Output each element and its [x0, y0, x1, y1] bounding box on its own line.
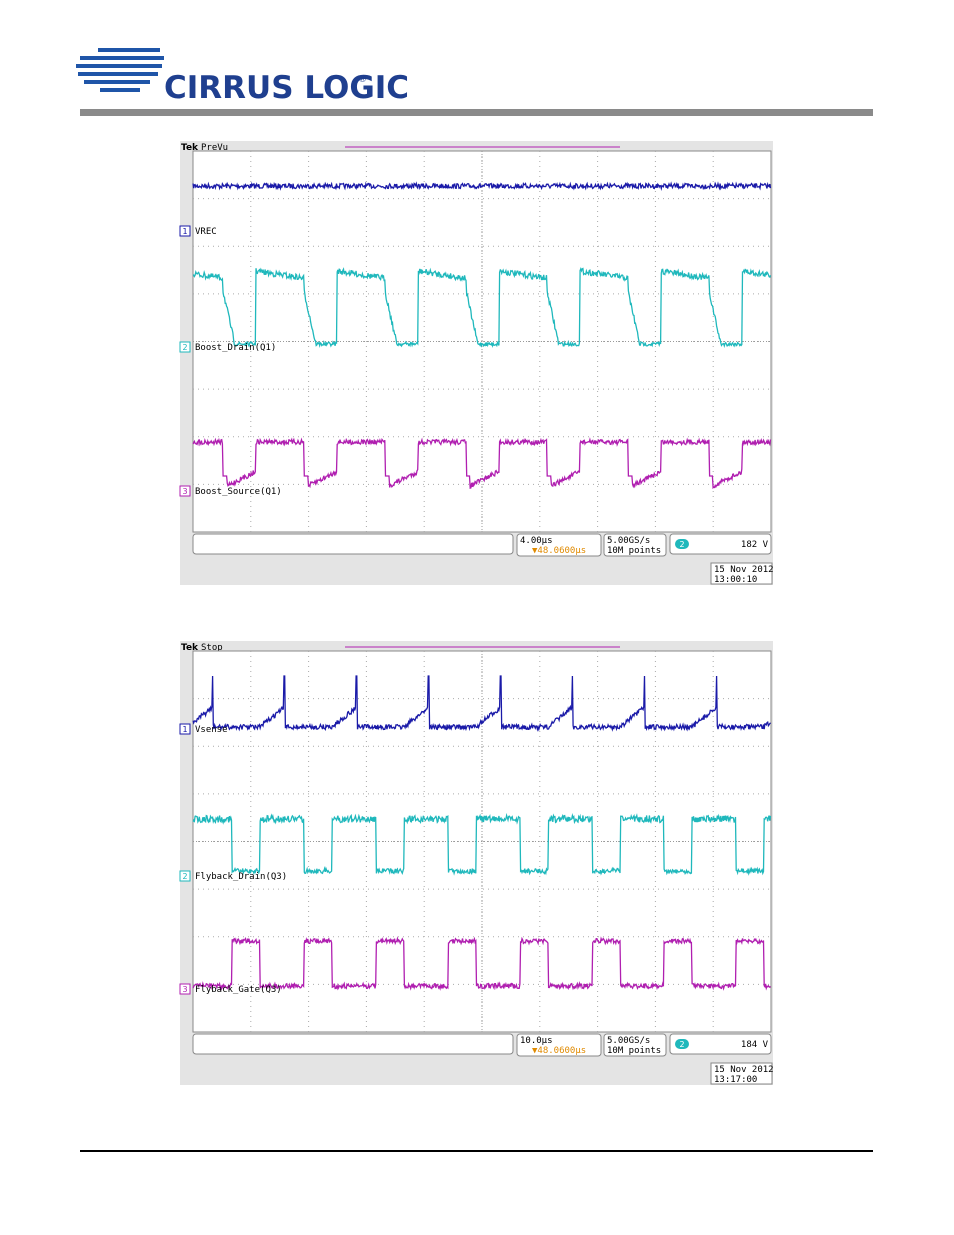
- waveform: [192, 437, 772, 490]
- logo-text: CIRRUS LOGIC: [164, 70, 409, 106]
- channel-label: Flyback_Drain(Q3): [195, 872, 287, 882]
- date: 15 Nov 2012: [714, 565, 774, 575]
- timebase: 4.00µs: [520, 536, 553, 546]
- waveform: [192, 266, 772, 348]
- channel-number: 2: [182, 343, 187, 352]
- channel-label: Vsense: [195, 725, 228, 735]
- trigger-badge: [675, 539, 689, 549]
- channel-marker: [179, 485, 191, 497]
- delay: ▼48.0600µs: [532, 546, 586, 556]
- readout-box: [192, 533, 514, 555]
- channel-marker: [179, 723, 191, 735]
- timebase: 10.0µs: [520, 1036, 553, 1046]
- trigger-channel: 2: [679, 1040, 684, 1049]
- trigger-channel: 2: [679, 540, 684, 549]
- sample-rate: 5.00GS/s: [607, 536, 650, 546]
- readout-box: [516, 1033, 602, 1057]
- logo: CIRRUS LOGIC ®: [76, 48, 409, 106]
- sample-rate: 5.00GS/s: [607, 1036, 650, 1046]
- scope-screen: TekPreVu1VREC1100 V2Boost_Drain(Q1)2100 …: [179, 141, 774, 585]
- channel-number: 3: [182, 985, 187, 994]
- status: Stop: [201, 643, 223, 653]
- channel-number: 2: [182, 872, 187, 881]
- readout-box: [192, 1033, 514, 1055]
- channel-number: 3: [182, 487, 187, 496]
- waveform: [192, 936, 771, 991]
- logo-mark: ®: [358, 75, 367, 85]
- time: 13:17:00: [714, 1075, 757, 1085]
- readout-box: [516, 533, 602, 557]
- date: 15 Nov 2012: [714, 1065, 774, 1075]
- record-length: 10M points: [607, 546, 661, 556]
- channel-number: 1: [182, 725, 187, 734]
- readout-box: [603, 533, 667, 557]
- time: 13:00:10: [714, 575, 757, 585]
- logo-icon: [76, 48, 164, 92]
- channel-label: VREC: [195, 227, 217, 237]
- header-rule: [80, 109, 873, 116]
- waveform: [192, 181, 772, 191]
- readout-box: [669, 1033, 772, 1055]
- trigger-badge: [675, 1039, 689, 1049]
- scope-screen: TekStop1Vsense12.00 V2Flyback_Drain(Q3)2…: [179, 641, 774, 1085]
- readout-box: [669, 533, 772, 555]
- channel-label: Boost_Drain(Q1): [195, 343, 276, 353]
- waveform: [192, 675, 771, 732]
- delay: ▼48.0600µs: [532, 1046, 586, 1056]
- channel-marker: [179, 225, 191, 237]
- channel-label: Flyback_Gate(Q3): [195, 985, 282, 995]
- date-box: [710, 562, 773, 585]
- brand: Tek: [181, 143, 199, 153]
- status: PreVu: [201, 143, 228, 153]
- trigger-level: 184 V: [741, 1040, 769, 1050]
- channel-number: 1: [182, 227, 187, 236]
- channel-label: Boost_Source(Q1): [195, 487, 282, 497]
- waveform: [192, 812, 772, 876]
- readout-box: [603, 1033, 667, 1057]
- channel-marker: [179, 983, 191, 995]
- channel-marker: [179, 870, 191, 882]
- date-box: [710, 1062, 773, 1085]
- channel-marker: [179, 341, 191, 353]
- brand: Tek: [181, 643, 199, 653]
- record-length: 10M points: [607, 1046, 661, 1056]
- trigger-level: 182 V: [741, 540, 769, 550]
